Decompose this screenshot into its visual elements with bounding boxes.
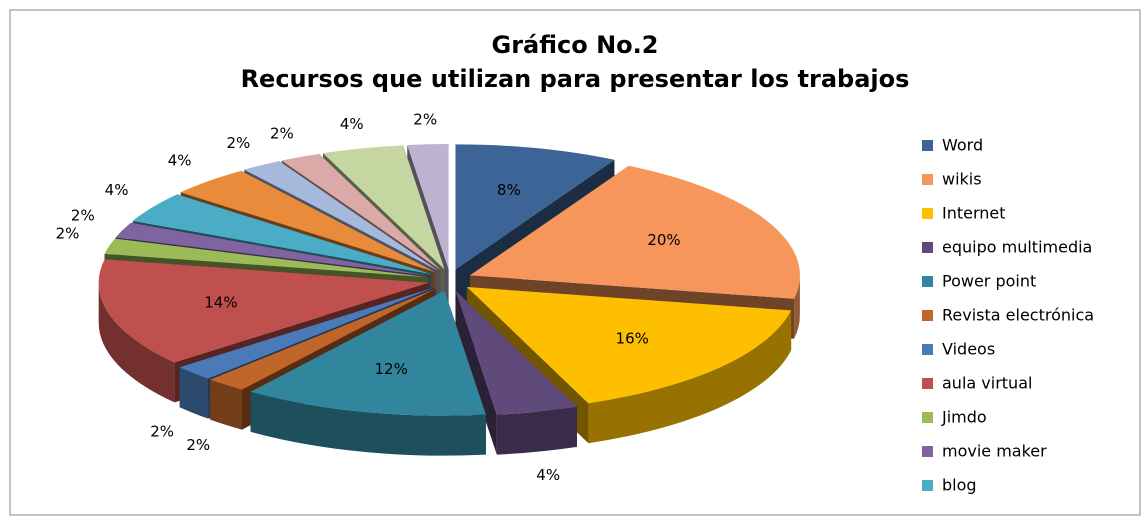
slice-top xyxy=(210,288,436,390)
slice xyxy=(250,290,486,456)
data-label: 2% xyxy=(270,125,294,143)
legend-label: Revista electrónica xyxy=(942,306,1094,325)
legend-label: Videos xyxy=(942,340,995,359)
legend-swatch xyxy=(922,310,933,321)
data-label: 14% xyxy=(204,293,237,311)
data-label: 2% xyxy=(56,225,80,243)
legend-label: blog xyxy=(942,476,977,495)
legend-swatch xyxy=(922,174,933,185)
legend-swatch xyxy=(922,242,933,253)
slice-top xyxy=(455,290,577,415)
data-label: 2% xyxy=(413,111,437,129)
slice-top xyxy=(179,287,434,379)
data-label: 4% xyxy=(105,181,129,199)
data-label: 2% xyxy=(150,423,174,441)
legend-swatch xyxy=(922,276,933,287)
slice xyxy=(455,290,577,455)
legend-label: Internet xyxy=(942,204,1006,223)
slice-top xyxy=(115,222,430,276)
slice-side xyxy=(496,406,577,455)
legend-label: wikis xyxy=(942,170,982,189)
data-label: 2% xyxy=(186,436,210,454)
slice-top xyxy=(180,170,435,272)
slice-top xyxy=(98,259,429,363)
legend-swatch xyxy=(922,344,933,355)
data-label: 2% xyxy=(71,206,95,224)
data-label: 16% xyxy=(616,329,649,347)
legend-label: equipo multimedia xyxy=(942,238,1092,257)
legend-swatch xyxy=(922,480,933,491)
slice-top xyxy=(104,238,429,278)
slice-side xyxy=(210,379,243,430)
slice-top xyxy=(323,145,445,270)
legend-swatch xyxy=(922,446,933,457)
slice-top xyxy=(250,290,486,416)
legend-swatch xyxy=(922,412,933,423)
slice-top xyxy=(407,144,449,270)
slice-top xyxy=(244,161,439,271)
legend-label: Power point xyxy=(942,272,1036,291)
data-label: 4% xyxy=(168,152,192,170)
chart-title: Gráfico No.2 xyxy=(492,31,659,59)
data-label: 12% xyxy=(375,360,408,378)
legend-swatch xyxy=(922,208,933,219)
slice-side xyxy=(98,282,175,403)
data-label: 2% xyxy=(227,134,251,152)
slice-top xyxy=(455,144,615,270)
slice-top xyxy=(466,287,792,404)
slice-side xyxy=(179,367,209,419)
slice-top xyxy=(469,165,800,299)
legend-label: Word xyxy=(942,136,983,155)
slice-top xyxy=(132,194,432,275)
data-label: 4% xyxy=(340,115,364,133)
slice-side xyxy=(794,275,800,339)
slice-side xyxy=(588,310,792,444)
data-label: 4% xyxy=(536,466,560,484)
legend-swatch xyxy=(922,378,933,389)
legend-label: movie maker xyxy=(942,442,1047,461)
legend-swatch xyxy=(922,140,933,151)
data-label: 20% xyxy=(647,231,680,249)
slice-side xyxy=(250,391,486,456)
legend-label: Jimdo xyxy=(941,408,987,427)
data-label: 8% xyxy=(497,181,521,199)
chart-subtitle: Recursos que utilizan para presentar los… xyxy=(241,65,910,93)
slice-top xyxy=(281,153,441,271)
legend-label: aula virtual xyxy=(942,374,1032,393)
